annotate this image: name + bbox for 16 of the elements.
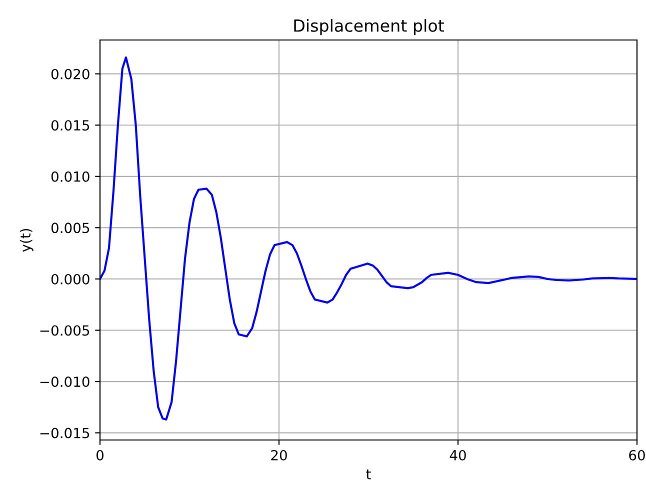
y-tick-label: −0.015 [40,428,90,438]
x-tick-label: 20 [271,450,287,460]
x-axis-title: t [366,470,371,480]
y-tick-label: −0.005 [40,325,90,336]
x-tick-label: 0 [96,450,104,460]
line-series [100,56,637,421]
chart-title: Displacement plot [294,19,444,36]
y-tick-label: 0.010 [51,171,90,182]
x-tick-label: 60 [629,450,645,460]
y-tick-label: 0.020 [51,68,90,80]
y-axis-title: y(t) [20,228,34,252]
y-tick-label: 0.005 [51,222,90,234]
y-tick-label: 0.015 [51,120,90,131]
y-tick-label: −0.010 [40,376,90,388]
y-tick-label: 0.000 [51,274,90,284]
x-tick-label: 40 [450,450,466,460]
